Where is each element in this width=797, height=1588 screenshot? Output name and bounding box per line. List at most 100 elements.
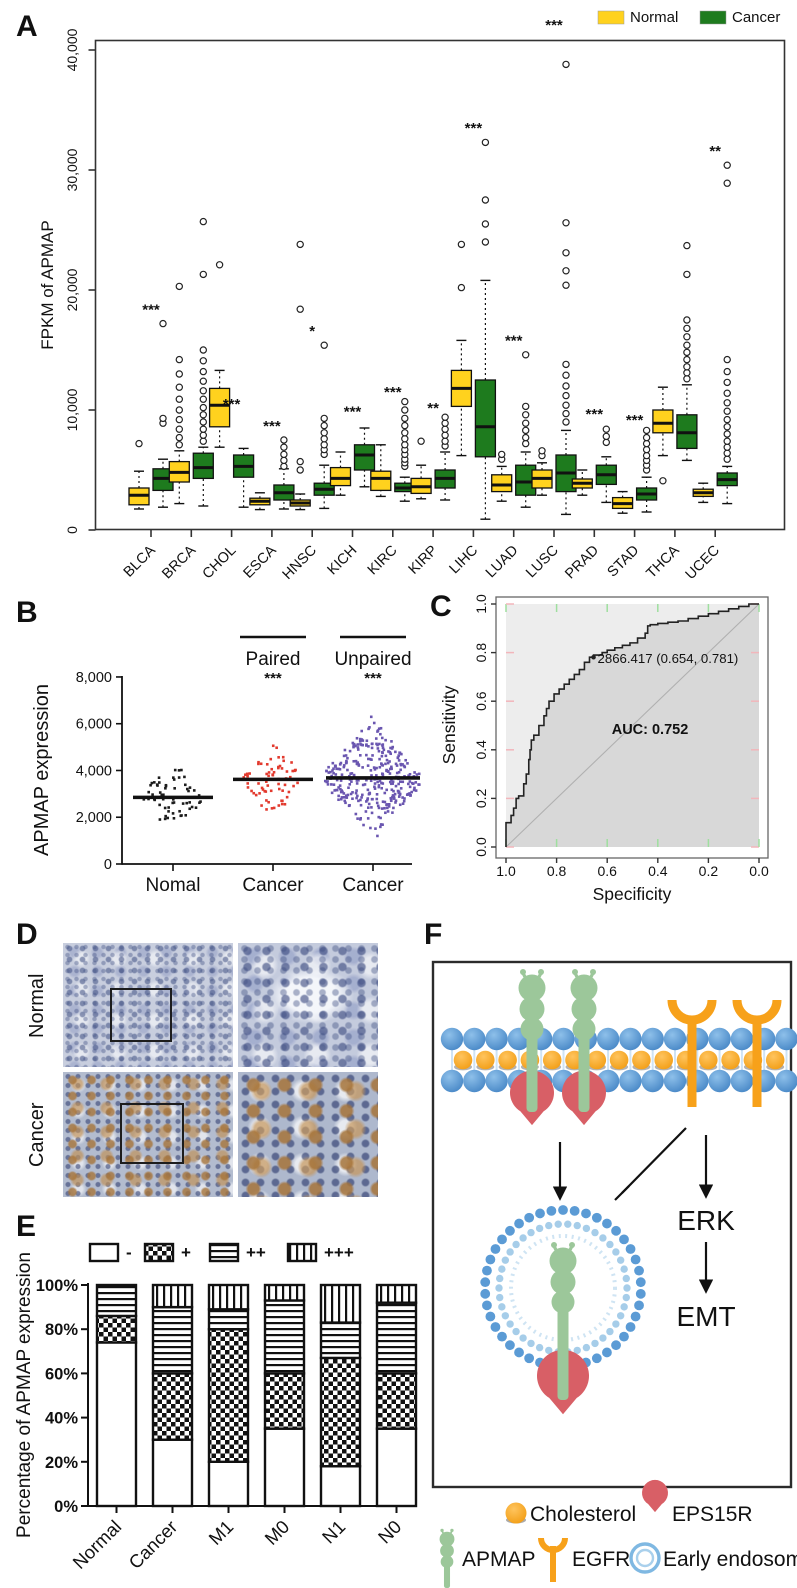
svg-text:STAD: STAD (605, 543, 643, 581)
svg-text:Cancer: Cancer (342, 875, 404, 896)
early-endosome-icon (480, 1205, 646, 1371)
ihc-cancer-inset-box (120, 1103, 184, 1164)
svg-text:40,000: 40,000 (64, 28, 80, 71)
svg-text:0: 0 (104, 857, 112, 873)
svg-text:Unpaired: Unpaired (334, 649, 411, 670)
svg-text:**: ** (709, 143, 721, 160)
legend-swatch-cancer (699, 10, 727, 25)
svg-text:Paired: Paired (246, 649, 301, 670)
svg-text:Cancer: Cancer (124, 1516, 181, 1573)
panel-e-stackedbar: - + ++ +++0%20%40%60%80%100%Percentage of A… (14, 1242, 418, 1573)
svg-text:40%: 40% (45, 1410, 78, 1428)
svg-text:***: *** (586, 406, 604, 423)
svg-text:Cholesterol: Cholesterol (530, 1503, 636, 1526)
svg-text:***: *** (264, 670, 282, 687)
panel-d-letter: D (16, 918, 38, 951)
svg-text:***: *** (545, 17, 563, 34)
panel-f-diagram: ERK EMT (431, 960, 797, 1489)
svg-text:***: *** (364, 670, 382, 687)
svg-text:0.4: 0.4 (473, 740, 489, 760)
panel-a-boxplot: Normal Cancer 0 10,000 20,000 30,000 40,000 FPK… (38, 9, 786, 583)
svg-text:0.8: 0.8 (547, 863, 567, 879)
svg-text:20%: 20% (45, 1454, 78, 1472)
panel-a-letter: A (16, 10, 38, 43)
svg-text:2866.417 (0.654, 0.781): 2866.417 (0.654, 0.781) (598, 651, 739, 666)
svg-text:100%: 100% (36, 1277, 79, 1295)
svg-text:APMAP: APMAP (462, 1548, 536, 1571)
svg-text:M0: M0 (260, 1516, 293, 1549)
ihc-normal-zoom-image (238, 943, 378, 1067)
svg-text:+: + (181, 1243, 191, 1262)
svg-text:EGFR: EGFR (572, 1548, 630, 1571)
svg-text:0%: 0% (54, 1498, 78, 1516)
svg-text:BLCA: BLCA (121, 542, 159, 580)
svg-text:UCEC: UCEC (683, 543, 723, 583)
svg-text:N0: N0 (374, 1516, 406, 1548)
svg-text:0.6: 0.6 (473, 691, 489, 711)
svg-text:0.4: 0.4 (648, 863, 668, 879)
svg-text:0.8: 0.8 (473, 643, 489, 663)
svg-text:***: *** (626, 412, 644, 429)
svg-text:PRAD: PRAD (562, 543, 602, 583)
panel-c-roc: 2866.417 (0.654, 0.781) AUC: 0.752 1.0 0.0 0… (439, 594, 769, 904)
svg-text:BRCA: BRCA (159, 542, 199, 582)
panel-e-legend-swatch (143, 1242, 175, 1263)
svg-text:THCA: THCA (643, 542, 682, 581)
svg-text:2,000: 2,000 (76, 810, 112, 826)
apmap-icon (549, 1242, 577, 1400)
svg-text:***: *** (465, 120, 483, 137)
svg-text:4,000: 4,000 (76, 763, 112, 779)
svg-text:Percentage of APMAP expression: Percentage of APMAP expression (14, 1252, 35, 1538)
svg-text:M1: M1 (204, 1516, 237, 1549)
panel-b-dotplot: 0 2,000 4,000 6,000 8,000 APMAP expression Nom… (31, 635, 421, 896)
svg-text:Cancer: Cancer (732, 9, 780, 26)
svg-text:ERK: ERK (677, 1205, 735, 1236)
svg-text:***: *** (505, 333, 523, 350)
svg-text:1.0: 1.0 (473, 594, 489, 614)
svg-text:ESCA: ESCA (240, 542, 279, 581)
svg-text:KICH: KICH (325, 543, 361, 579)
svg-text:0.0: 0.0 (749, 863, 769, 879)
svg-text:Early endosome: Early endosome (663, 1548, 797, 1571)
cholesterol-icon (505, 1502, 527, 1524)
apmap-icon (570, 969, 598, 1112)
ihc-cancer-image (63, 1072, 233, 1197)
svg-text:1.0: 1.0 (496, 863, 516, 879)
svg-text:**: ** (427, 400, 439, 417)
svg-text:60%: 60% (45, 1365, 78, 1383)
svg-text:***: *** (223, 396, 241, 413)
svg-text:KIRC: KIRC (365, 543, 401, 579)
svg-text:Normal: Normal (68, 1516, 125, 1573)
svg-text:LIHC: LIHC (447, 543, 482, 578)
eps15r-icon (642, 1479, 668, 1513)
svg-text:Normal: Normal (630, 9, 678, 26)
svg-text:AUC: 0.752: AUC: 0.752 (612, 722, 689, 738)
svg-text:***: *** (344, 403, 362, 420)
svg-text:EPS15R: EPS15R (672, 1503, 753, 1526)
svg-text:LUSC: LUSC (523, 543, 562, 582)
svg-text:20,000: 20,000 (64, 268, 80, 311)
apmap-icon (439, 1528, 455, 1588)
svg-text:-: - (126, 1243, 132, 1262)
panel-c-letter: C (430, 590, 452, 623)
svg-text:Sensitivity: Sensitivity (439, 685, 459, 764)
panel-e-legend-swatch (208, 1242, 240, 1263)
svg-text:Specificity: Specificity (593, 884, 672, 904)
svg-text:0.2: 0.2 (699, 863, 719, 879)
legend-swatch-normal (597, 10, 625, 25)
svg-text:8,000: 8,000 (76, 670, 112, 686)
svg-text:0: 0 (64, 526, 80, 534)
apmap-icon (518, 969, 546, 1112)
svg-text:30,000: 30,000 (64, 148, 80, 191)
svg-text:+++: +++ (324, 1243, 354, 1262)
svg-text:0.2: 0.2 (473, 788, 489, 808)
svg-text:***: *** (384, 384, 402, 401)
svg-text:++: ++ (246, 1243, 266, 1262)
svg-text:CHOL: CHOL (200, 543, 240, 583)
panel-f-letter: F (424, 918, 443, 951)
svg-text:KIRP: KIRP (406, 543, 441, 578)
early-endosome-icon (629, 1542, 661, 1574)
svg-text:***: *** (263, 418, 281, 435)
svg-text:*: * (309, 323, 315, 340)
